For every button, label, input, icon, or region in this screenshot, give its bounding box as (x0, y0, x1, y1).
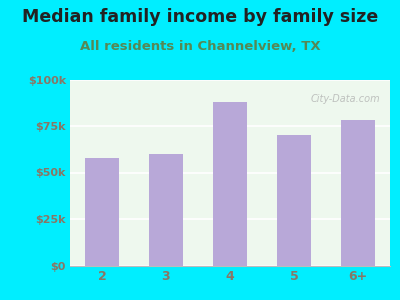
Bar (149, 154, 183, 266)
Text: Median family income by family size: Median family income by family size (22, 8, 378, 26)
Bar (341, 120, 375, 266)
Bar (277, 135, 311, 266)
Bar (85, 158, 119, 266)
Text: All residents in Channelview, TX: All residents in Channelview, TX (80, 40, 320, 53)
Bar (213, 102, 247, 266)
Text: City-Data.com: City-Data.com (311, 94, 380, 104)
